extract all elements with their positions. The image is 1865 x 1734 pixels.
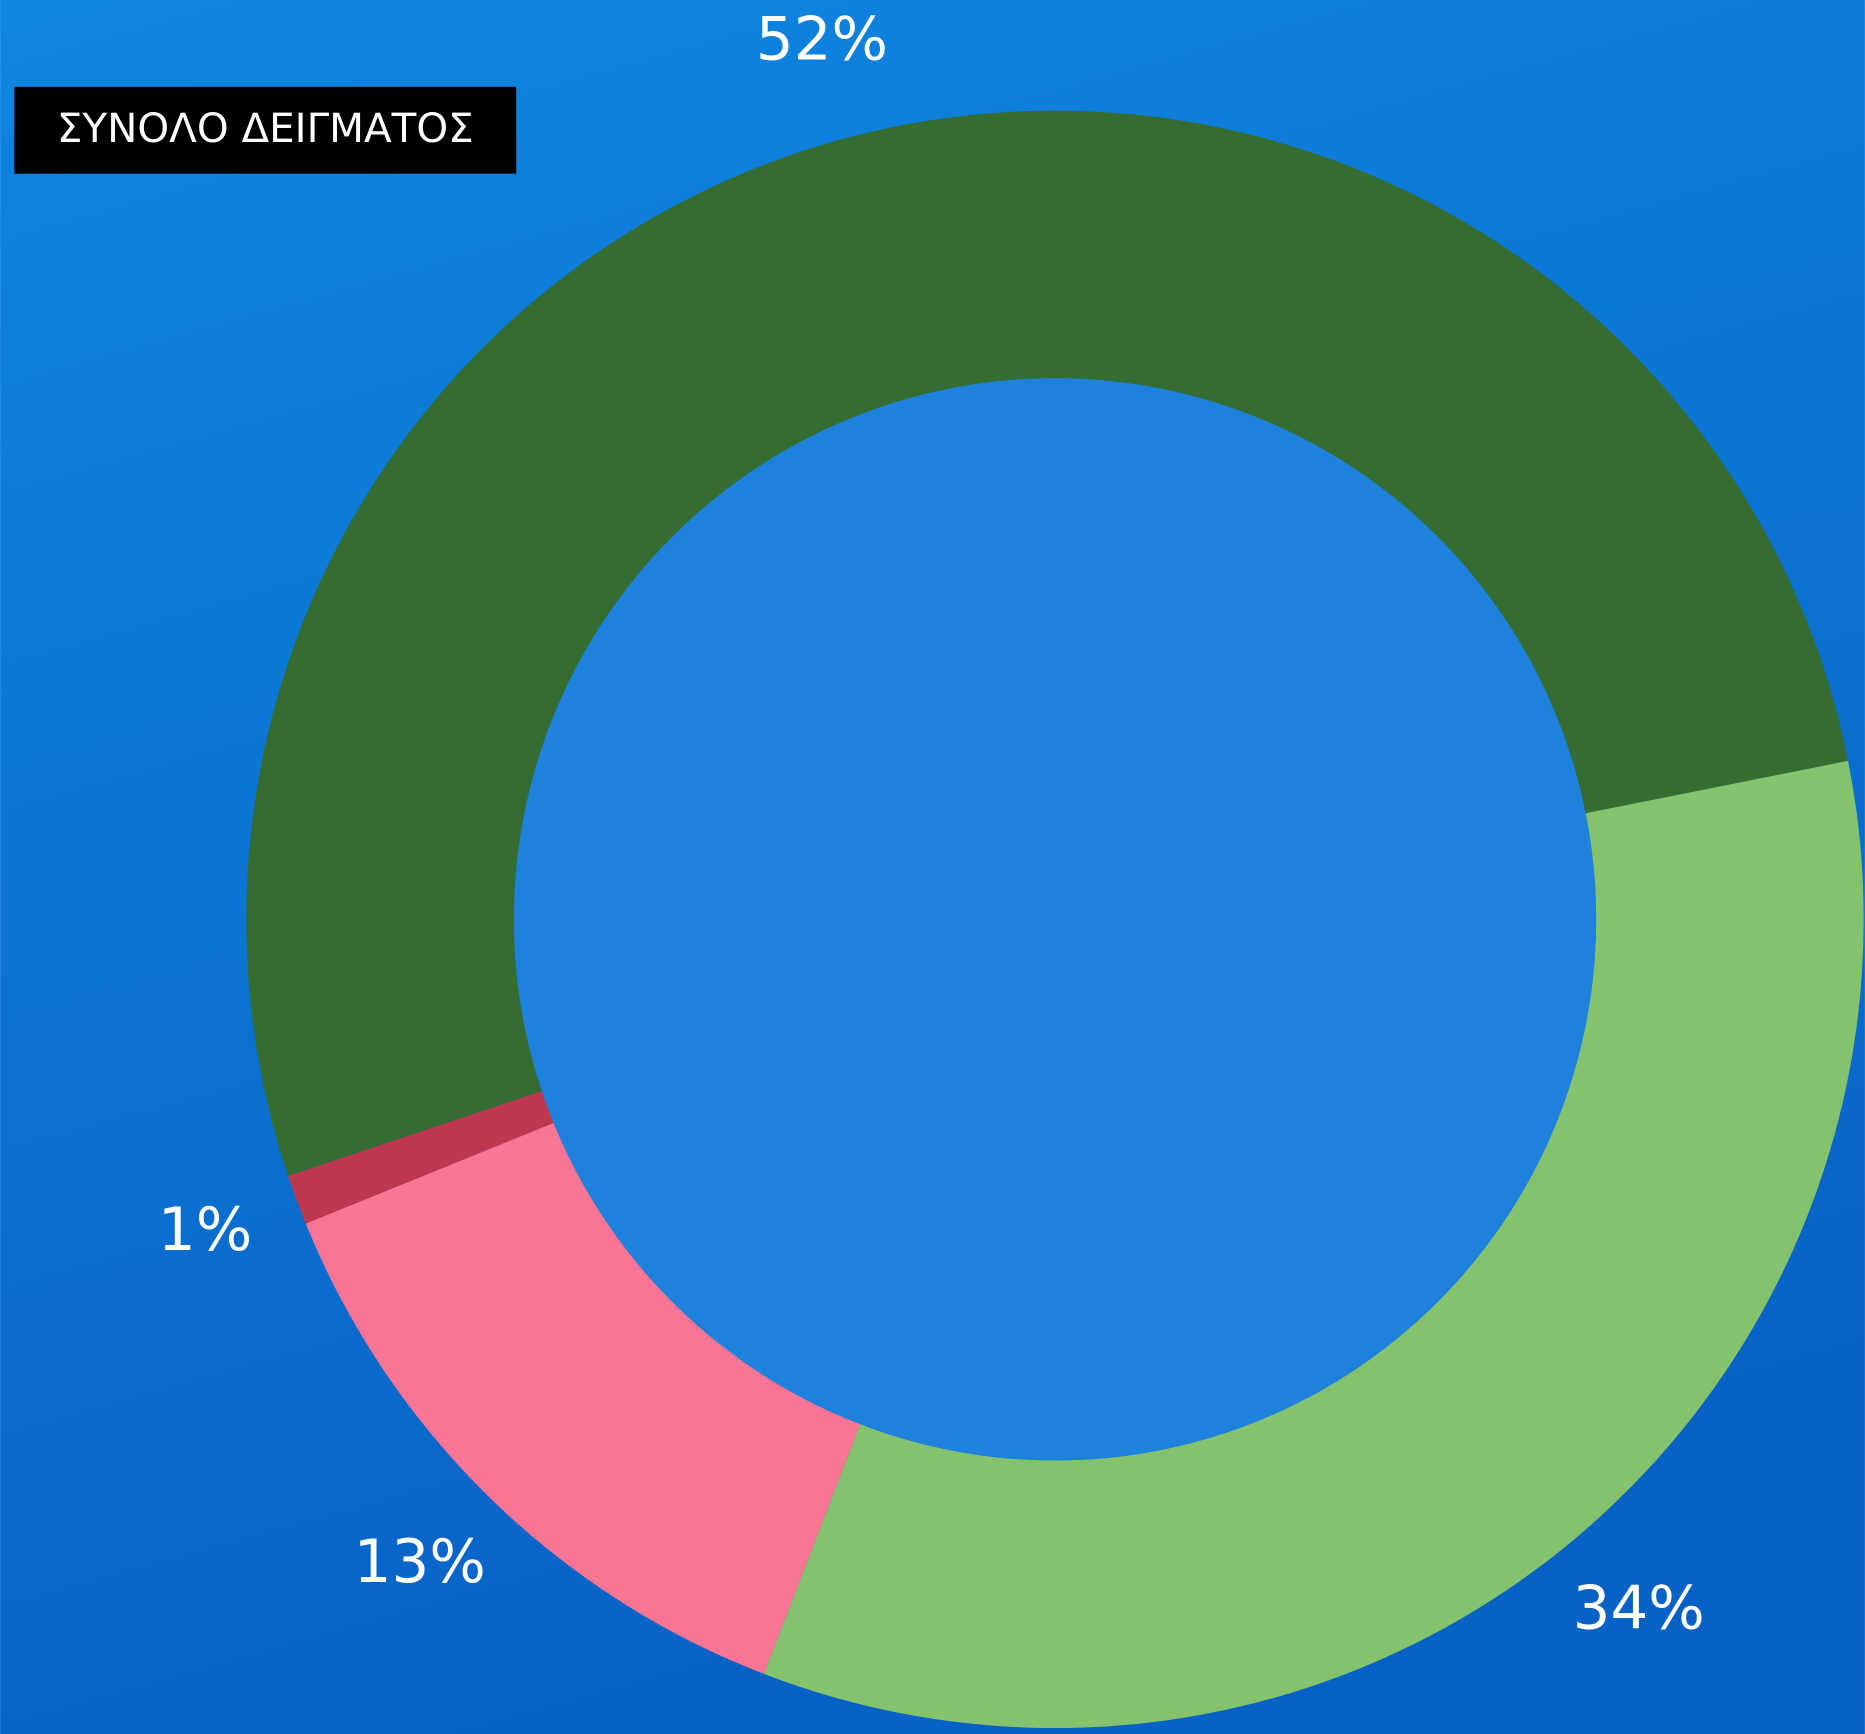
data-label: 1% xyxy=(158,1196,252,1265)
data-label: 52% xyxy=(756,6,888,75)
data-label: 34% xyxy=(1573,1575,1705,1644)
slice xyxy=(288,1091,554,1224)
data-label: 13% xyxy=(354,1528,486,1597)
chart-title: ΣΥΝΟΛΟ ΔΕΙΓΜΑΤΟΣ xyxy=(57,104,474,152)
slice xyxy=(763,760,1864,1729)
slice xyxy=(305,1122,861,1674)
title-box xyxy=(14,86,517,174)
donut-hole xyxy=(513,378,1597,1461)
plot-area: 52% 34% 13% 1% xyxy=(158,6,1864,1729)
slice xyxy=(246,110,1849,1176)
